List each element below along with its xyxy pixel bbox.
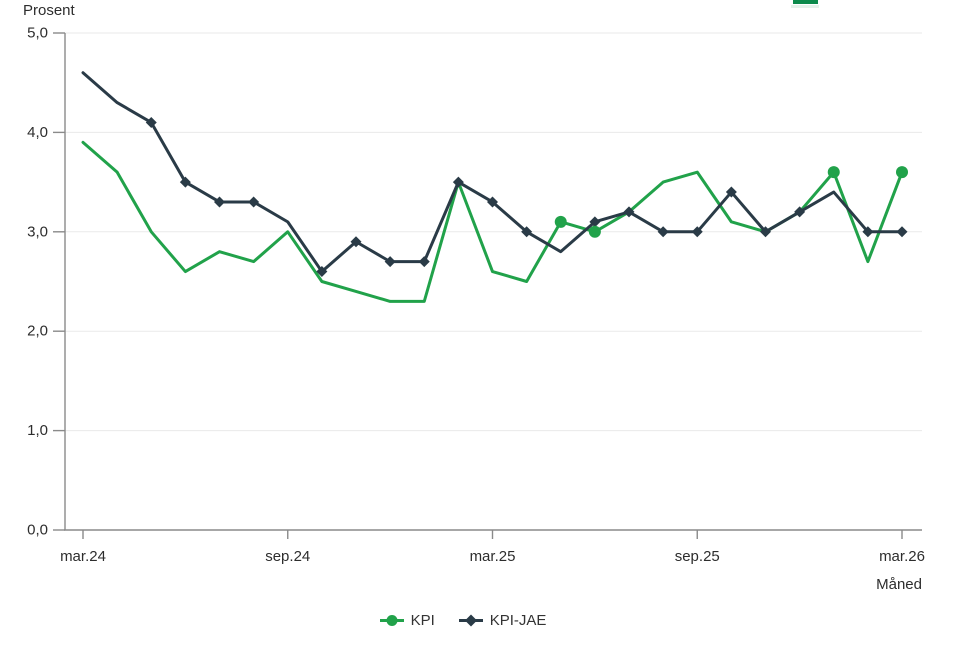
data-point-circle xyxy=(896,166,908,179)
data-point-diamond xyxy=(521,226,533,238)
data-point-diamond xyxy=(179,176,191,188)
data-point-diamond xyxy=(214,196,225,208)
data-point-diamond xyxy=(794,206,806,218)
y-tick-label: 1,0 xyxy=(27,422,48,439)
legend-item-kpi-jae: KPI-JAE xyxy=(458,612,547,629)
legend-label-kpi: KPI xyxy=(410,612,435,629)
chart-legend: KPI KPI-JAE xyxy=(0,612,941,629)
y-axis-title: Prosent xyxy=(23,2,75,19)
x-tick-label: mar.24 xyxy=(60,548,106,565)
data-point-diamond xyxy=(487,196,498,208)
x-tick-label: sep.25 xyxy=(675,548,720,565)
y-tick-label: 5,0 xyxy=(27,25,48,42)
data-point-diamond xyxy=(623,206,635,218)
x-tick-label: mar.26 xyxy=(879,548,925,565)
data-point-diamond xyxy=(657,226,669,238)
data-point-circle xyxy=(554,215,567,228)
kpi-jae-line-diamond-icon xyxy=(458,614,483,627)
legend-item-kpi: KPI xyxy=(379,612,435,629)
x-tick-label: sep.24 xyxy=(265,548,310,565)
data-point-diamond xyxy=(862,226,874,238)
data-point-diamond xyxy=(691,226,703,238)
data-point-diamond xyxy=(145,116,157,128)
data-point-diamond xyxy=(350,236,362,248)
kpi-line-circle-icon xyxy=(379,615,404,626)
legend-label-kpi-jae: KPI-JAE xyxy=(489,612,547,629)
data-point-diamond xyxy=(589,216,601,228)
data-point-circle xyxy=(588,225,601,238)
clipped-top-element xyxy=(793,0,818,4)
data-point-diamond xyxy=(418,256,430,268)
data-point-diamond xyxy=(384,256,396,268)
data-point-diamond xyxy=(248,196,260,208)
series-line-kpi-jae xyxy=(81,71,904,274)
y-tick-label: 0,0 xyxy=(27,522,48,539)
x-tick-label: mar.25 xyxy=(470,548,516,565)
y-tick-label: 3,0 xyxy=(27,223,48,240)
series-line-kpi xyxy=(81,140,904,303)
data-point-diamond xyxy=(896,226,908,238)
data-point-diamond xyxy=(760,226,771,238)
data-point-diamond xyxy=(452,176,464,188)
y-tick-label: 4,0 xyxy=(27,124,48,141)
y-tick-label: 2,0 xyxy=(27,323,48,340)
data-point-circle xyxy=(827,166,840,179)
clipped-top-element-shadow xyxy=(791,5,819,8)
data-point-diamond xyxy=(725,186,737,198)
data-point-diamond xyxy=(316,266,328,278)
x-axis-title: Måned xyxy=(876,576,922,593)
